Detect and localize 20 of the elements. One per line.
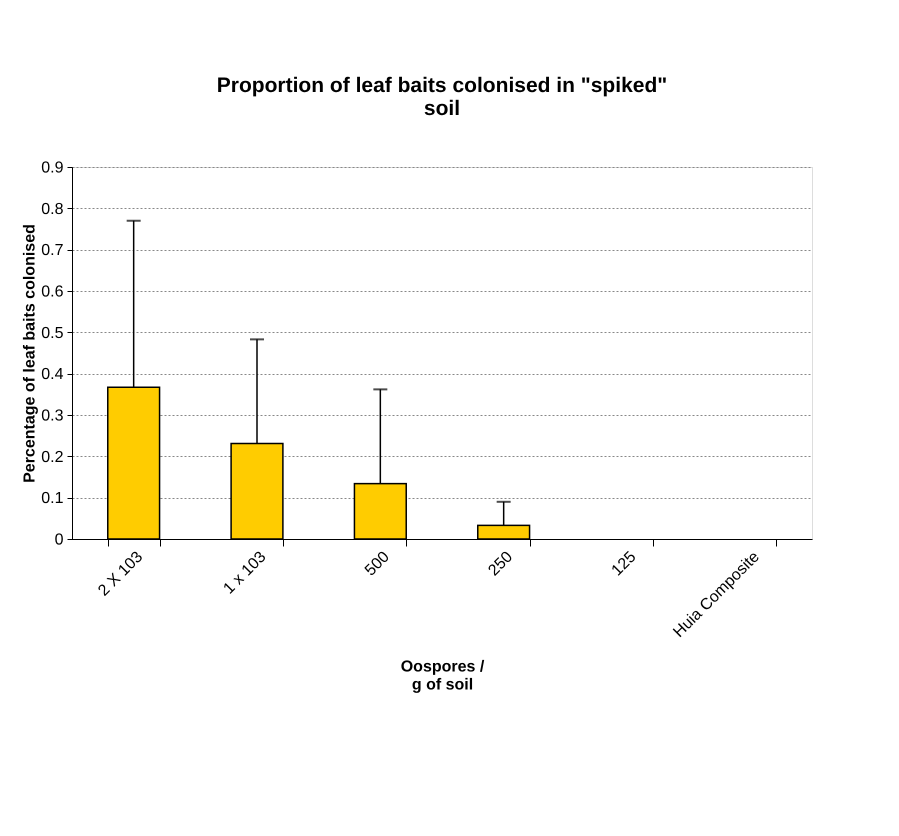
- x-tick-label: 125: [608, 548, 640, 580]
- x-tick-label: 250: [485, 548, 516, 580]
- x-tick-label: 500: [362, 548, 393, 580]
- text: g of soil: [412, 676, 474, 694]
- y-tick-label: 0.4: [41, 366, 64, 384]
- y-tick-label: 0.8: [41, 200, 64, 218]
- text: Proportion of leaf baits colonised in "spiked": [216, 74, 668, 97]
- text: soil: [424, 97, 460, 120]
- y-tick-label: 0.3: [41, 408, 64, 424]
- y-axis-title: Percentage of leaf baits colonised: [21, 224, 38, 483]
- x-tick-label: 2 X 103: [95, 548, 146, 600]
- y-tick-label: 0: [54, 532, 64, 548]
- y-tick-label: 0.9: [41, 160, 64, 176]
- y-tick-label: 0.6: [41, 284, 64, 300]
- text: Oospores /: [400, 658, 484, 676]
- y-tick-label: 0.5: [41, 324, 64, 342]
- y-tick-label: 0.1: [41, 490, 64, 508]
- x-tick-label: 1 x 103: [220, 548, 270, 598]
- y-tick-label: 0.7: [41, 242, 64, 260]
- y-tick-label: 0.2: [41, 448, 64, 466]
